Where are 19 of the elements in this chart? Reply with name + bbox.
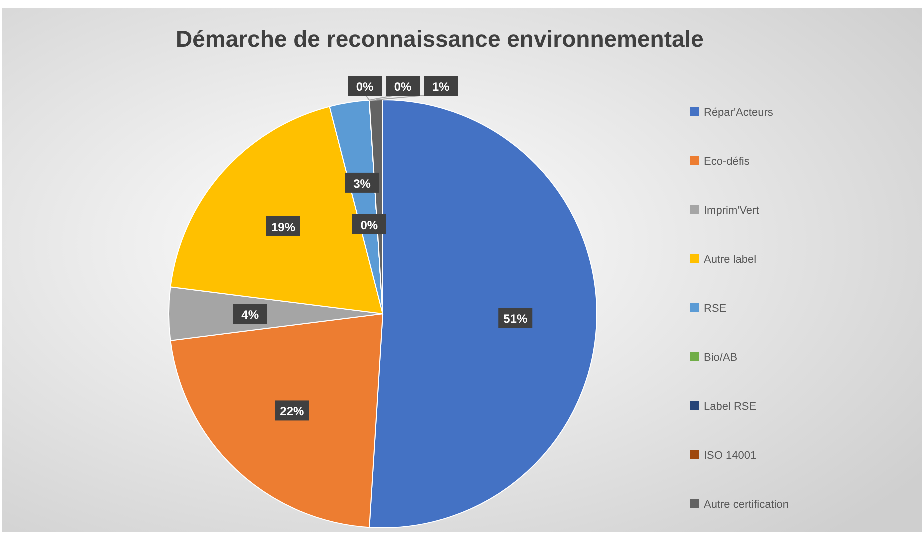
data-label: 4% — [242, 308, 260, 322]
legend-label: Label RSE — [704, 401, 757, 413]
data-label: 3% — [354, 176, 372, 191]
text: 0% — [356, 80, 374, 94]
data-label: 22% — [280, 404, 305, 419]
legend-label: Autre label — [704, 254, 757, 266]
data-label: 51% — [504, 312, 528, 326]
text: 0% — [394, 80, 412, 94]
legend-label: Eco-défis — [704, 156, 750, 168]
data-label: 19% — [271, 220, 296, 234]
legend-label: Bio/AB — [704, 352, 738, 364]
legend-label: Imprim'Vert — [704, 205, 760, 217]
legend-label: ISO 14001 — [704, 450, 757, 462]
legend-label: Autre certification — [704, 499, 789, 511]
data-label: 1% — [432, 80, 450, 94]
text: 0% — [360, 218, 378, 232]
legend-label: RSE — [704, 303, 727, 315]
chart-title: Démarche de reconnaissance environnementale — [176, 26, 704, 52]
slice-label: Répar'Acteurs — [704, 107, 774, 119]
